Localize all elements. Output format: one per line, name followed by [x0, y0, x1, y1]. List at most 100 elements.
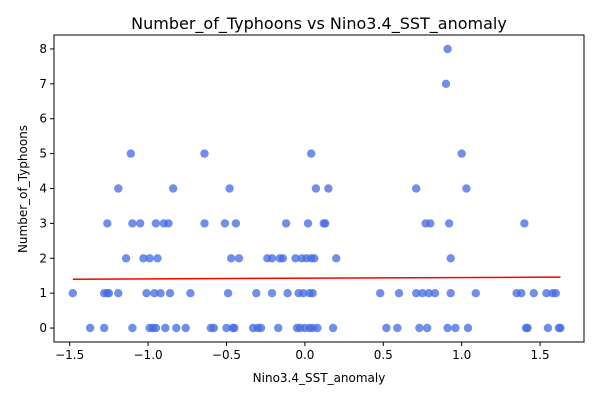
data-point — [471, 289, 480, 298]
data-point — [443, 44, 452, 54]
data-point — [139, 254, 148, 263]
data-point — [252, 289, 261, 298]
data-point — [299, 289, 308, 298]
data-point — [441, 79, 451, 89]
data-point — [136, 219, 145, 228]
data-point — [104, 289, 114, 298]
data-point — [412, 289, 421, 298]
data-point — [376, 289, 385, 298]
data-point — [209, 323, 219, 333]
data-point — [68, 289, 78, 298]
data-point — [169, 184, 178, 193]
data-point — [151, 323, 161, 333]
x-tick-label: 1.0 — [452, 348, 471, 362]
data-point — [412, 184, 421, 193]
data-point — [291, 254, 300, 263]
data-point — [321, 219, 330, 228]
data-point — [457, 149, 466, 158]
scatter-points — [68, 44, 565, 333]
y-tick-label: 8 — [39, 42, 47, 56]
x-axis-ticks: −1.5 −1.0 −0.5 0.0 0.5 1.0 1.5 — [55, 342, 550, 362]
x-tick-label: 0.5 — [374, 348, 393, 362]
data-point — [418, 289, 427, 298]
data-point — [310, 254, 319, 263]
data-point — [463, 323, 473, 333]
data-point — [529, 289, 538, 298]
data-point — [267, 289, 277, 298]
data-point — [227, 254, 236, 263]
data-point — [128, 323, 137, 333]
data-point — [430, 289, 440, 298]
y-axis-ticks: 0 1 2 3 4 5 6 7 8 — [39, 42, 54, 335]
data-point — [234, 254, 244, 263]
data-point — [313, 323, 322, 333]
data-point — [220, 219, 230, 228]
y-tick-label: 1 — [39, 286, 47, 300]
x-tick-label: 1.5 — [531, 348, 550, 362]
data-point — [165, 289, 175, 298]
data-point — [394, 289, 404, 298]
data-point — [164, 219, 173, 228]
data-point — [462, 184, 471, 193]
y-tick-label: 5 — [39, 147, 47, 161]
data-point — [231, 219, 241, 228]
x-tick-label: −1.5 — [55, 348, 84, 362]
x-tick-label: 0.0 — [295, 348, 314, 362]
data-point — [223, 289, 233, 298]
y-tick-label: 7 — [39, 77, 47, 91]
data-point — [307, 149, 316, 158]
data-point — [517, 289, 526, 298]
data-point — [114, 289, 123, 298]
data-point — [451, 323, 460, 333]
trend-line — [72, 276, 561, 280]
data-point — [153, 254, 162, 263]
data-point — [181, 323, 190, 333]
chart-title: Number_of_Typhoons vs Nino3.4_SST_anomal… — [131, 14, 507, 34]
data-point — [332, 254, 341, 263]
data-point — [222, 323, 231, 333]
y-tick-label: 3 — [39, 216, 47, 230]
data-point — [114, 184, 123, 193]
data-point — [523, 323, 532, 333]
data-point — [85, 323, 95, 333]
data-point — [200, 149, 209, 158]
data-point — [382, 323, 391, 333]
data-point — [520, 219, 529, 228]
data-point — [126, 149, 135, 158]
x-axis-label: Nino3.4_SST_anomaly — [253, 371, 386, 385]
y-tick-label: 0 — [39, 321, 47, 335]
data-point — [543, 323, 553, 333]
data-point — [393, 323, 402, 333]
y-tick-label: 4 — [39, 182, 47, 196]
data-point — [142, 289, 151, 298]
data-point — [444, 219, 454, 228]
x-tick-label: −0.5 — [212, 348, 241, 362]
data-point — [145, 254, 154, 263]
data-point — [151, 219, 161, 228]
data-point — [156, 289, 165, 298]
data-point — [267, 254, 277, 263]
data-point — [423, 323, 432, 333]
data-point — [161, 323, 170, 333]
data-point — [150, 289, 159, 298]
data-point — [542, 289, 551, 298]
data-point — [230, 323, 239, 333]
data-point — [308, 289, 317, 298]
data-point — [100, 323, 109, 333]
data-point — [186, 289, 195, 298]
data-point — [278, 254, 288, 263]
y-axis-label: Number_of_Typhoons — [16, 125, 30, 253]
data-point — [443, 323, 452, 333]
data-point — [283, 289, 292, 298]
data-point — [415, 323, 424, 333]
data-point — [551, 289, 560, 298]
y-tick-label: 6 — [39, 112, 47, 126]
data-point — [256, 323, 266, 333]
data-point — [303, 219, 313, 228]
data-point — [446, 254, 455, 263]
data-point — [424, 289, 433, 298]
data-point — [172, 323, 181, 333]
data-point — [274, 323, 283, 333]
data-point — [446, 289, 455, 298]
x-tick-label: −1.0 — [134, 348, 163, 362]
